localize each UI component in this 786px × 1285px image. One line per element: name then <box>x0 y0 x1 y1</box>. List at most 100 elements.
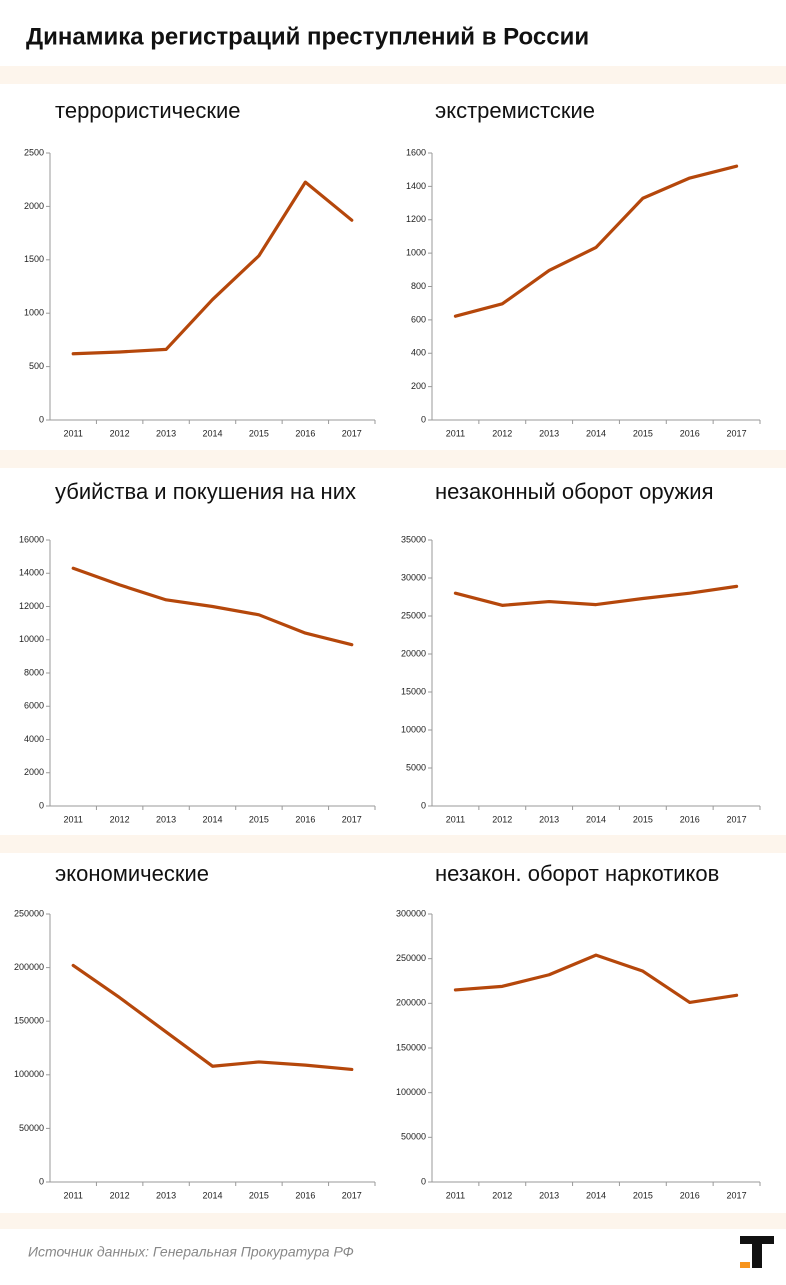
chart-title: террористические <box>55 98 241 123</box>
y-tick-label: 4000 <box>24 734 44 744</box>
x-tick-label: 2013 <box>156 814 176 824</box>
x-tick-label: 2013 <box>156 1190 176 1200</box>
x-tick-label: 2015 <box>249 428 269 438</box>
x-tick-label: 2011 <box>64 1190 83 1200</box>
y-tick-label: 20000 <box>401 648 426 658</box>
y-tick-label: 12000 <box>19 601 44 611</box>
y-tick-label: 1200 <box>406 214 426 224</box>
x-tick-label: 2013 <box>539 1190 559 1200</box>
x-tick-label: 2012 <box>110 1190 130 1200</box>
x-tick-label: 2016 <box>680 1190 700 1200</box>
x-tick-label: 2011 <box>446 428 465 438</box>
y-tick-label: 200000 <box>14 962 44 972</box>
x-tick-label: 2015 <box>249 814 269 824</box>
x-tick-label: 2011 <box>64 814 83 824</box>
y-tick-label: 2500 <box>24 147 44 157</box>
band <box>0 1213 786 1229</box>
chart-title: незакон. оборот наркотиков <box>435 861 719 886</box>
y-tick-label: 1000 <box>406 248 426 258</box>
y-tick-label: 100000 <box>396 1087 426 1097</box>
y-tick-label: 16000 <box>19 534 44 544</box>
y-tick-label: 50000 <box>401 1132 426 1142</box>
line <box>71 963 354 1072</box>
y-tick-label: 5000 <box>406 762 426 772</box>
x-tick-label: 2014 <box>586 1190 606 1200</box>
x-tick-label: 2012 <box>492 1190 512 1200</box>
line <box>71 566 354 647</box>
y-tick-label: 1600 <box>406 147 426 157</box>
y-tick-label: 0 <box>39 1176 44 1186</box>
chart-title: экстремистские <box>435 98 595 123</box>
y-tick-label: 8000 <box>24 667 44 677</box>
y-tick-label: 1000 <box>24 308 44 318</box>
y-tick-label: 200000 <box>396 998 426 1008</box>
y-tick-label: 10000 <box>19 634 44 644</box>
x-tick-label: 2015 <box>633 428 653 438</box>
logo <box>740 1236 774 1268</box>
x-tick-label: 2012 <box>110 814 130 824</box>
y-tick-label: 500 <box>29 361 44 371</box>
x-tick-label: 2014 <box>586 428 606 438</box>
x-tick-label: 2012 <box>492 814 512 824</box>
y-tick-label: 6000 <box>24 701 44 711</box>
y-tick-label: 50000 <box>19 1123 44 1133</box>
x-tick-label: 2017 <box>727 814 747 824</box>
x-tick-label: 2017 <box>727 428 747 438</box>
x-tick-label: 2016 <box>680 428 700 438</box>
y-tick-label: 200 <box>411 381 426 391</box>
x-tick-label: 2014 <box>202 1190 222 1200</box>
x-tick-label: 2013 <box>539 428 559 438</box>
x-tick-label: 2015 <box>249 1190 269 1200</box>
y-tick-label: 250000 <box>14 908 44 918</box>
x-tick-label: 2016 <box>680 814 700 824</box>
y-tick-label: 2000 <box>24 767 44 777</box>
x-tick-label: 2016 <box>295 814 315 824</box>
y-tick-label: 2000 <box>24 201 44 211</box>
y-tick-label: 0 <box>421 800 426 810</box>
line <box>71 180 354 356</box>
y-tick-label: 600 <box>411 314 426 324</box>
y-tick-label: 0 <box>421 414 426 424</box>
y-tick-label: 800 <box>411 281 426 291</box>
band <box>0 835 786 853</box>
x-tick-label: 2016 <box>295 1190 315 1200</box>
x-tick-label: 2017 <box>342 814 362 824</box>
y-tick-label: 1400 <box>406 181 426 191</box>
band <box>0 66 786 84</box>
y-tick-label: 25000 <box>401 610 426 620</box>
x-tick-label: 2014 <box>586 814 606 824</box>
x-tick-label: 2017 <box>727 1190 747 1200</box>
y-tick-label: 14000 <box>19 568 44 578</box>
line <box>453 584 739 607</box>
x-tick-label: 2011 <box>446 814 465 824</box>
chart-title: экономические <box>55 861 209 886</box>
y-tick-label: 150000 <box>14 1016 44 1026</box>
y-tick-label: 10000 <box>401 724 426 734</box>
y-tick-label: 35000 <box>401 534 426 544</box>
x-tick-label: 2012 <box>492 428 512 438</box>
x-tick-label: 2017 <box>342 428 362 438</box>
line <box>453 164 739 318</box>
chart-title: незаконный оборот оружия <box>435 479 713 504</box>
y-tick-label: 100000 <box>14 1069 44 1079</box>
x-tick-label: 2011 <box>446 1190 465 1200</box>
page-title: Динамика регистраций преступлений в Росс… <box>26 23 589 50</box>
chart-title: убийства и покушения на них <box>55 479 356 504</box>
y-tick-label: 0 <box>39 414 44 424</box>
x-tick-label: 2016 <box>295 428 315 438</box>
line <box>453 953 739 1005</box>
x-tick-label: 2013 <box>156 428 176 438</box>
y-tick-label: 0 <box>39 800 44 810</box>
x-tick-label: 2015 <box>633 1190 653 1200</box>
y-tick-label: 300000 <box>396 908 426 918</box>
x-tick-label: 2014 <box>202 428 222 438</box>
source: Источник данных: Генеральная Прокуратура… <box>28 1244 354 1260</box>
y-tick-label: 15000 <box>401 686 426 696</box>
x-tick-label: 2013 <box>539 814 559 824</box>
y-tick-label: 0 <box>421 1176 426 1186</box>
y-tick-label: 400 <box>411 348 426 358</box>
y-tick-label: 30000 <box>401 572 426 582</box>
x-tick-label: 2017 <box>342 1190 362 1200</box>
